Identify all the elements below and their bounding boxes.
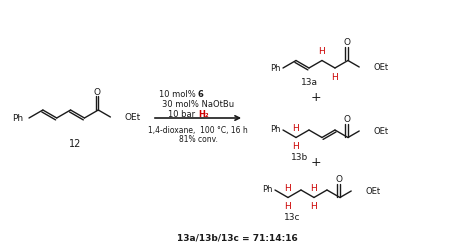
Text: 1,4-dioxane,  100 °C, 16 h: 1,4-dioxane, 100 °C, 16 h [148, 125, 248, 135]
Text: 12: 12 [69, 139, 81, 149]
Text: OEt: OEt [373, 62, 388, 71]
Text: H: H [284, 202, 292, 211]
Text: OEt: OEt [124, 112, 141, 122]
Text: Ph: Ph [271, 63, 281, 73]
Text: 30 mol% NaOtBu: 30 mol% NaOtBu [162, 100, 234, 108]
Text: H: H [332, 73, 338, 82]
Text: O: O [343, 38, 350, 47]
Text: H: H [319, 47, 325, 56]
Text: H: H [310, 184, 318, 193]
Text: H: H [284, 184, 292, 193]
Text: OEt: OEt [373, 126, 388, 136]
Text: Ph: Ph [263, 185, 273, 194]
Text: O: O [343, 115, 350, 124]
Text: O: O [335, 175, 342, 184]
Text: H₂: H₂ [198, 109, 209, 119]
Text: O: O [93, 87, 100, 97]
Text: 13a/13b/13c = 71:14:16: 13a/13b/13c = 71:14:16 [177, 233, 297, 243]
Text: 10 mol%: 10 mol% [159, 89, 198, 99]
Text: H: H [310, 202, 318, 211]
Text: 13a: 13a [301, 78, 318, 86]
Text: Ph: Ph [271, 125, 281, 135]
Text: 81% conv.: 81% conv. [179, 136, 218, 144]
Text: 6: 6 [198, 89, 204, 99]
Text: 10 bar: 10 bar [168, 109, 198, 119]
Text: +: + [310, 90, 321, 103]
Text: 13b: 13b [292, 153, 309, 162]
Text: 13c: 13c [284, 213, 300, 222]
Text: +: + [310, 156, 321, 168]
Text: Ph: Ph [12, 114, 23, 123]
Text: H: H [292, 124, 300, 133]
Text: H: H [292, 142, 300, 151]
Text: OEt: OEt [365, 186, 380, 195]
